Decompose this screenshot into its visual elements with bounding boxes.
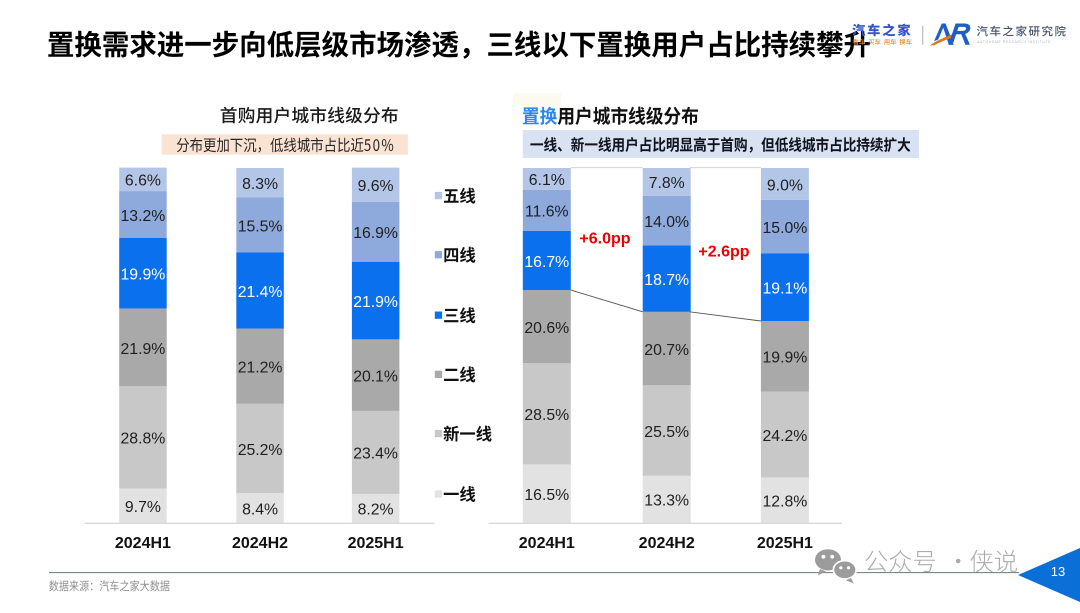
- svg-text:9.6%: 9.6%: [358, 178, 394, 195]
- svg-text:8.4%: 8.4%: [242, 501, 278, 518]
- svg-text:16.9%: 16.9%: [353, 225, 398, 242]
- svg-text:2024H1: 2024H1: [115, 535, 171, 552]
- svg-text:14.0%: 14.0%: [644, 214, 689, 231]
- svg-text:23.4%: 23.4%: [353, 446, 398, 463]
- svg-text:8.3%: 8.3%: [242, 176, 278, 193]
- svg-text:16.7%: 16.7%: [524, 254, 569, 271]
- svg-text:16.5%: 16.5%: [524, 487, 569, 504]
- svg-text:7.8%: 7.8%: [649, 175, 685, 192]
- svg-text:9.0%: 9.0%: [767, 177, 803, 194]
- svg-text:25.2%: 25.2%: [238, 442, 283, 459]
- svg-text:20.1%: 20.1%: [353, 368, 398, 385]
- svg-text:20.7%: 20.7%: [644, 342, 689, 359]
- svg-text:21.9%: 21.9%: [121, 341, 166, 358]
- svg-text:6.1%: 6.1%: [529, 172, 565, 189]
- svg-text:15.5%: 15.5%: [238, 218, 283, 235]
- svg-text:2024H2: 2024H2: [639, 535, 695, 552]
- svg-text:19.9%: 19.9%: [121, 267, 166, 284]
- svg-text:11.6%: 11.6%: [525, 204, 569, 221]
- svg-text:19.1%: 19.1%: [763, 280, 808, 297]
- svg-text:8.2%: 8.2%: [358, 502, 394, 519]
- svg-text:21.9%: 21.9%: [353, 294, 398, 311]
- svg-text:6.6%: 6.6%: [125, 173, 161, 190]
- svg-text:25.5%: 25.5%: [644, 424, 689, 441]
- svg-text:28.8%: 28.8%: [121, 431, 166, 448]
- svg-text:2024H2: 2024H2: [232, 535, 288, 552]
- svg-text:AUTOHOME RESEARCH INSTITUTE: AUTOHOME RESEARCH INSTITUTE: [977, 40, 1051, 44]
- svg-text:2025H1: 2025H1: [348, 535, 404, 552]
- svg-text:13: 13: [1051, 564, 1065, 579]
- svg-text:13.3%: 13.3%: [644, 493, 689, 510]
- svg-text:2025H1: 2025H1: [757, 535, 813, 552]
- svg-text:18.7%: 18.7%: [644, 272, 689, 289]
- svg-text:21.2%: 21.2%: [238, 359, 283, 376]
- svg-text:24.2%: 24.2%: [763, 428, 808, 445]
- svg-text:13.2%: 13.2%: [121, 208, 166, 225]
- svg-text:2024H1: 2024H1: [519, 535, 575, 552]
- svg-text:21.4%: 21.4%: [238, 284, 283, 301]
- svg-text:20.6%: 20.6%: [524, 320, 569, 337]
- svg-text:28.5%: 28.5%: [524, 407, 569, 424]
- svg-text:15.0%: 15.0%: [763, 220, 808, 237]
- svg-text:12.8%: 12.8%: [763, 494, 808, 511]
- svg-text:+6.0pp: +6.0pp: [579, 231, 630, 248]
- svg-text:+2.6pp: +2.6pp: [698, 244, 749, 261]
- svg-text:19.9%: 19.9%: [763, 350, 808, 367]
- svg-text:9.7%: 9.7%: [125, 499, 161, 516]
